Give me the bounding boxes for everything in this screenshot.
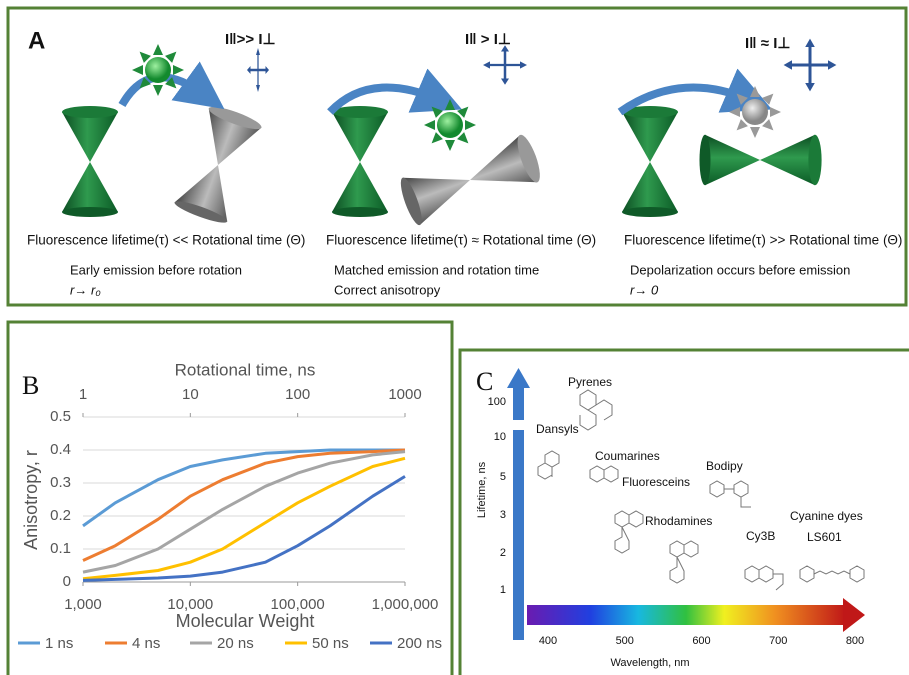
legend-label: 50 ns	[312, 635, 349, 652]
scenario-note: Matched emission and rotation time	[334, 262, 539, 277]
y-tick-label: 2	[500, 547, 506, 559]
x2-tick-label: 1	[79, 386, 87, 403]
x-axis-title: Wavelength, nm	[610, 657, 689, 669]
x-axis-title: Molecular Weight	[176, 611, 315, 631]
y-axis-title: Lifetime, ns	[476, 461, 488, 518]
x-tick-label: 500	[616, 635, 634, 647]
panel-label: A	[28, 27, 45, 54]
scenario-header: I‖ ≈ I⊥	[745, 35, 790, 52]
x2-axis-title: Rotational time, ns	[175, 360, 316, 379]
scenario-caption: Fluorescence lifetime(τ) >> Rotational t…	[624, 233, 902, 248]
scenario-note: Depolarization occurs before emission	[630, 262, 850, 277]
y-tick-label: 0.5	[50, 408, 71, 425]
y-axis-title: Anisotropy, r	[21, 450, 41, 550]
x-tick-label: 1,000	[64, 596, 102, 613]
x-tick-label: 400	[539, 635, 557, 647]
y-tick-label: 0.4	[50, 441, 71, 458]
scenario-header: I‖ > I⊥	[465, 31, 511, 48]
scenario-caption: Fluorescence lifetime(τ) << Rotational t…	[27, 233, 305, 248]
scenario-note: r→ 0	[630, 282, 659, 297]
x2-tick-label: 100	[285, 386, 310, 403]
dye-name: Coumarines	[595, 449, 660, 463]
x-tick-label: 10,000	[167, 596, 213, 613]
dye-name: Fluoresceins	[622, 475, 690, 489]
y-tick-label: 0	[63, 573, 71, 590]
panel-label: C	[476, 367, 493, 396]
y-tick-label: 100	[488, 396, 506, 408]
y-tick-label: 5	[500, 471, 506, 483]
y-tick-label: 0.2	[50, 507, 71, 524]
scenario-note: Early emission before rotation	[70, 262, 242, 277]
y-tick-label: 0.3	[50, 474, 71, 491]
dye-name: Cy3B	[746, 529, 775, 543]
y-tick-label: 10	[494, 431, 506, 443]
legend-label: 200 ns	[397, 635, 442, 652]
x2-tick-label: 10	[182, 386, 199, 403]
y-tick-label: 0.1	[50, 540, 71, 557]
x2-tick-label: 1000	[388, 386, 421, 403]
scenario-note: r→ r₀	[70, 282, 101, 297]
panel-label: B	[22, 371, 39, 400]
legend-label: 1 ns	[45, 635, 73, 652]
y-tick-label: 1	[500, 584, 506, 596]
legend-label: 4 ns	[132, 635, 160, 652]
scenario-caption: Fluorescence lifetime(τ) ≈ Rotational ti…	[326, 233, 596, 248]
dye-name: LS601	[807, 530, 842, 544]
x-tick-label: 700	[769, 635, 787, 647]
x-tick-label: 1,000,000	[372, 596, 439, 613]
dye-name: Dansyls	[536, 422, 579, 436]
dye-name: Cyanine dyes	[790, 509, 863, 523]
scenario-header: I‖>> I⊥	[225, 31, 276, 48]
y-tick-label: 3	[500, 509, 506, 521]
legend-label: 20 ns	[217, 635, 254, 652]
dye-name: Bodipy	[706, 459, 743, 473]
x-tick-label: 800	[846, 635, 864, 647]
x-tick-label: 600	[692, 635, 710, 647]
x-tick-label: 100,000	[271, 596, 325, 613]
dye-name: Rhodamines	[645, 514, 712, 528]
dye-name: Pyrenes	[568, 375, 612, 389]
figure: A I‖>> I⊥ I‖ > I⊥ I‖ ≈ I⊥ Fluorescence l…	[0, 0, 909, 675]
scenario-note: Correct anisotropy	[334, 282, 441, 297]
